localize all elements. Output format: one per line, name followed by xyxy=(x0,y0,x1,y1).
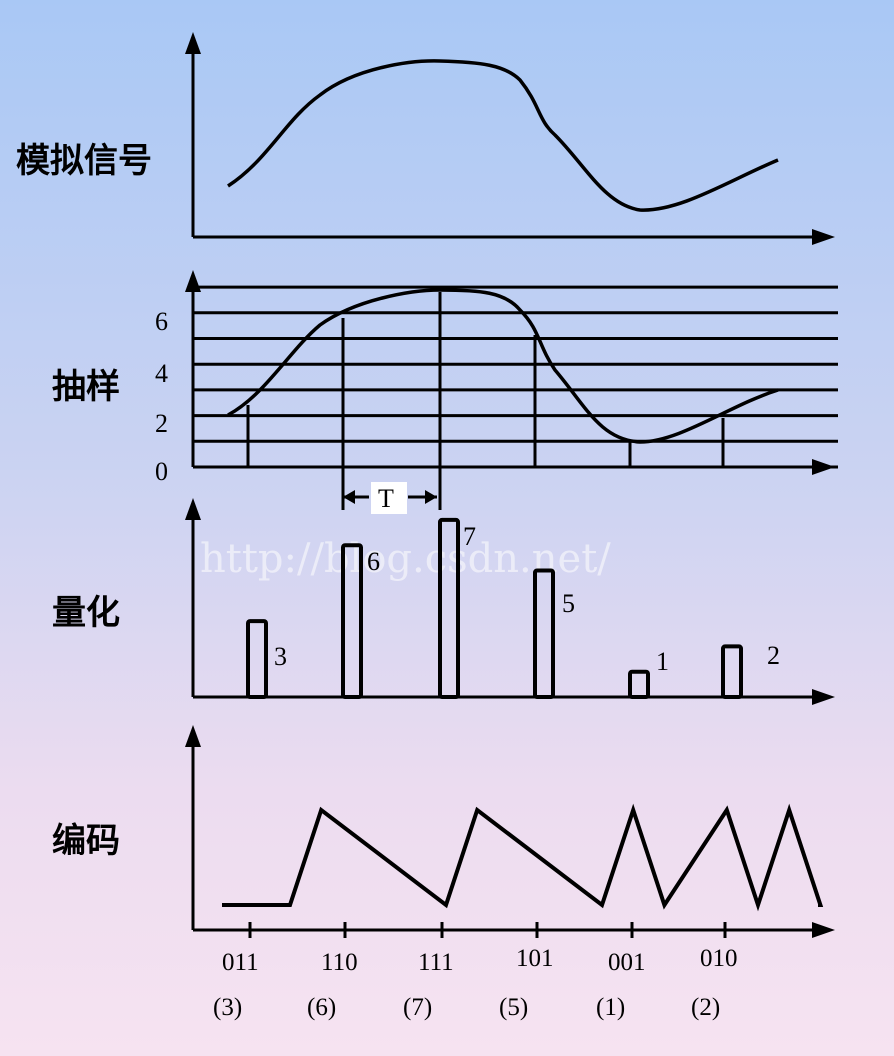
sampling-y-arrow xyxy=(185,270,201,292)
quantized-pulses xyxy=(246,517,743,700)
code-2: 110 xyxy=(321,949,358,976)
period-label-box xyxy=(371,482,407,514)
quantization-levels xyxy=(193,285,838,469)
period-arrowhead-right xyxy=(425,490,437,504)
pulse-label-6: 6 xyxy=(367,547,380,576)
code-4: 101 xyxy=(516,945,554,972)
pulse-label-7: 7 xyxy=(463,522,476,551)
encoded-bitstream xyxy=(222,803,824,912)
code-1: 011 xyxy=(222,949,259,976)
label-sampling: 抽样 xyxy=(52,367,120,407)
label-analog-signal: 模拟信号 xyxy=(16,141,152,181)
tick-6: 6 xyxy=(155,307,168,336)
period-arrowhead-left xyxy=(343,490,355,504)
tick-2: 2 xyxy=(155,409,168,438)
code-value-2: (6) xyxy=(307,994,336,1021)
label-quantization: 量化 xyxy=(52,593,120,633)
pulse-4 xyxy=(533,568,555,699)
code-value-6: (2) xyxy=(691,994,720,1021)
code-5: 001 xyxy=(608,949,646,976)
encode-y-arrow xyxy=(185,725,201,747)
pulse-label-5: 5 xyxy=(562,589,575,618)
label-encoding: 编码 xyxy=(52,821,120,861)
code-value-3: (7) xyxy=(403,994,432,1021)
encode-x-arrow xyxy=(812,922,835,938)
pulse-2 xyxy=(341,543,363,700)
sample-lines xyxy=(246,292,725,510)
code-value-5: (1) xyxy=(596,994,625,1021)
analog-y-arrow xyxy=(185,32,201,54)
pulse-label-3: 3 xyxy=(274,642,287,671)
pulse-5 xyxy=(628,669,650,700)
code-value-4: (5) xyxy=(499,994,528,1021)
watermark: http://blog.csdn.net/ xyxy=(200,536,611,582)
code-value-1: (3) xyxy=(213,994,242,1021)
sampling-x-arrow xyxy=(812,459,835,475)
pulse-1 xyxy=(246,619,268,699)
analog-x-arrow xyxy=(812,229,835,245)
tick-0: 0 xyxy=(155,457,168,486)
pulse-label-2: 2 xyxy=(767,641,780,670)
code-6: 010 xyxy=(700,945,738,972)
pulse-6 xyxy=(721,644,743,700)
encode-ticks xyxy=(248,922,727,938)
quantize-y-arrow xyxy=(185,498,201,520)
quantize-x-arrow xyxy=(812,689,835,705)
sampled-signal-curve xyxy=(227,288,779,444)
pulse-3 xyxy=(438,517,460,700)
tick-4: 4 xyxy=(155,359,168,388)
code-3: 111 xyxy=(418,949,454,976)
pulse-label-1: 1 xyxy=(656,647,669,676)
analog-signal-curve xyxy=(227,59,779,212)
period-label: T xyxy=(378,484,394,513)
